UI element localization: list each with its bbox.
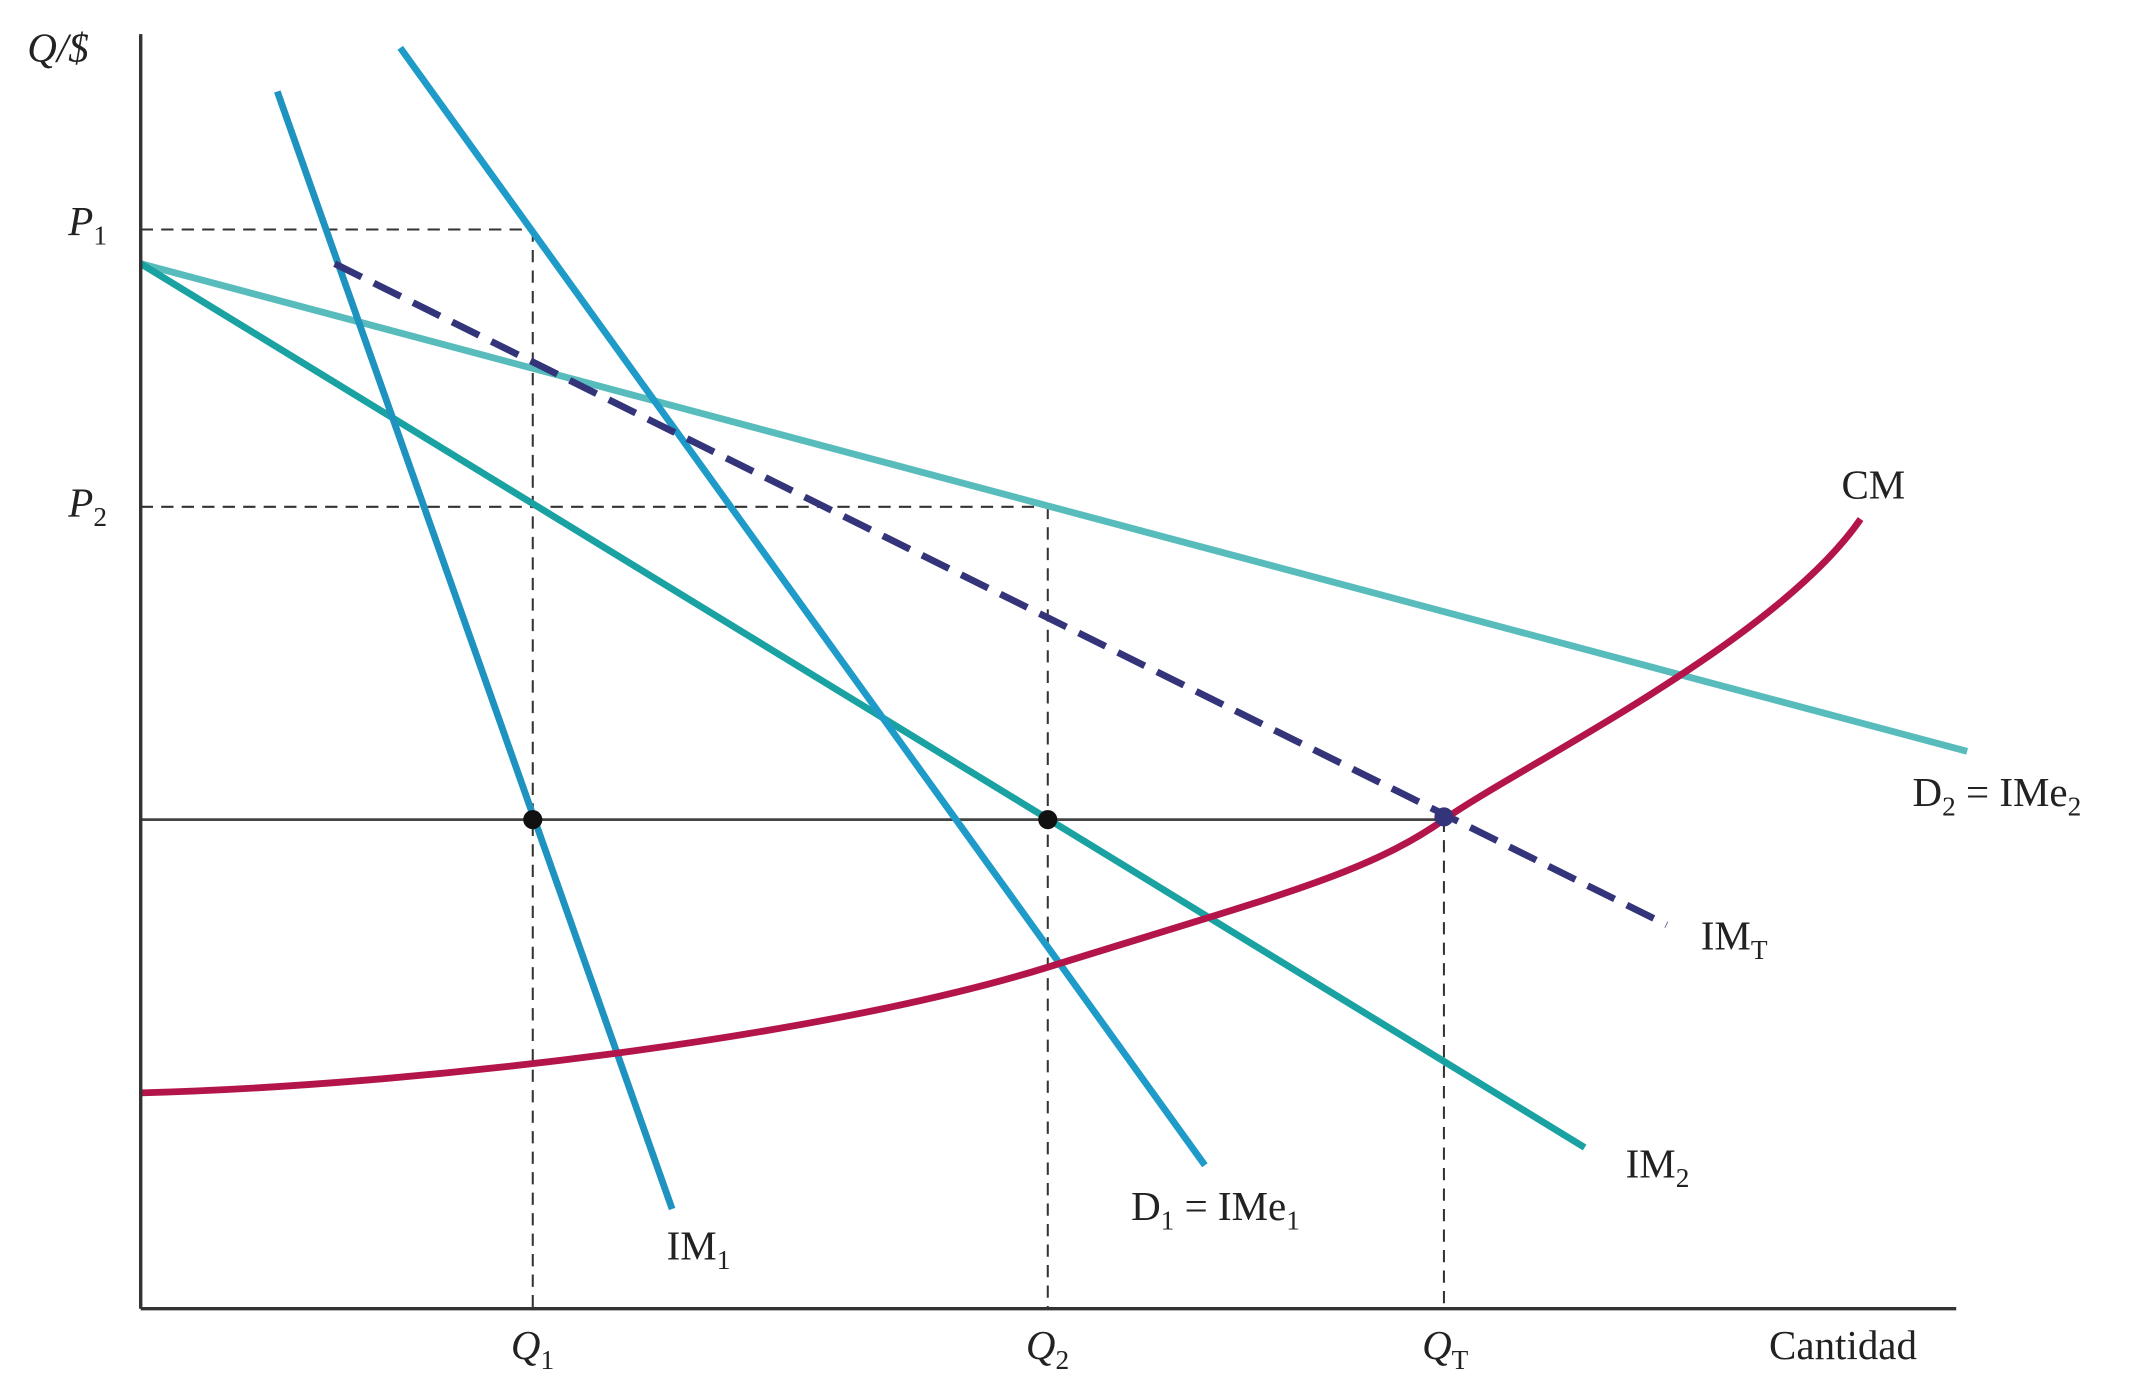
p1-label-part: 1 — [93, 221, 107, 251]
p1-label: P1 — [67, 198, 107, 251]
d2-label: D2 = IMe2 — [1912, 769, 2081, 822]
im1-label-part: 1 — [717, 1245, 731, 1275]
d2-label-part: 2 — [2068, 792, 2082, 822]
cm-label: CM — [1841, 462, 1905, 508]
d1-label: D1 = IMe1 — [1131, 1183, 1300, 1236]
p2-label: P2 — [67, 479, 107, 532]
im1-label-part: IM — [667, 1223, 717, 1269]
imt-label: IMT — [1701, 912, 1768, 965]
d1-label-part: = IMe — [1174, 1183, 1286, 1229]
cm-curve — [140, 517, 1864, 1097]
q2-label-part: Q — [1026, 1322, 1056, 1368]
d1-line — [397, 45, 1208, 1168]
cm-label-part: CM — [1841, 462, 1905, 508]
qt-label-part: T — [1452, 1345, 1469, 1375]
guide-lines — [140, 228, 1445, 1309]
im1-label: IM1 — [667, 1223, 731, 1276]
q1-label-part: Q — [511, 1322, 541, 1368]
q1-label: Q1 — [511, 1322, 554, 1375]
im1-line — [274, 90, 676, 1211]
im2-label-part: IM — [1626, 1141, 1676, 1187]
d1-label-part: 1 — [1161, 1205, 1175, 1235]
d1-label-part: D — [1131, 1183, 1161, 1229]
p1-label-part: P — [67, 198, 93, 244]
q2-label-part: 2 — [1056, 1345, 1070, 1375]
im2-line — [138, 260, 1587, 1151]
qt-label-part: Q — [1422, 1322, 1452, 1368]
q2-label: Q2 — [1026, 1322, 1069, 1375]
im2-label: IM2 — [1626, 1141, 1690, 1194]
d1-label-part: 1 — [1286, 1205, 1300, 1235]
x-axis-label: Cantidad — [1769, 1322, 1917, 1368]
p2-label-part: 2 — [93, 502, 107, 532]
d2-label-part: = IMe — [1956, 769, 2068, 815]
y-axis-label: Q/$ — [27, 24, 88, 70]
d2-label-part: D — [1912, 769, 1942, 815]
q1-label-part: 1 — [541, 1345, 555, 1375]
d2-line — [139, 260, 1969, 755]
points — [523, 807, 1454, 830]
imt-label-part: T — [1751, 935, 1768, 965]
axes — [138, 34, 1957, 1311]
imt-label-part: IM — [1701, 912, 1751, 958]
qt-label: QT — [1422, 1322, 1469, 1375]
im2-label-part: 2 — [1676, 1163, 1690, 1193]
d2-label-part: 2 — [1942, 792, 1956, 822]
p2-label-part: P — [67, 479, 93, 525]
